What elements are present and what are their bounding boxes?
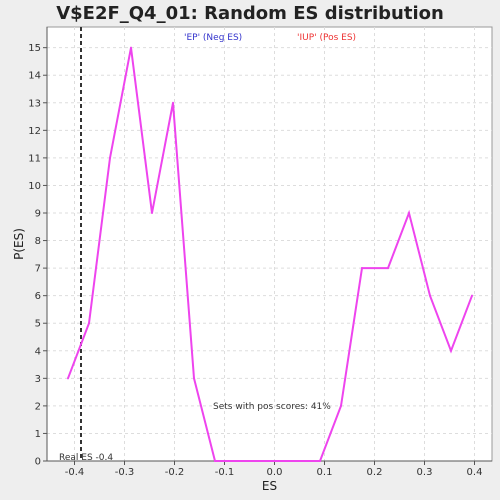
data-point [256, 460, 258, 462]
y-tick-label: 14 [28, 71, 41, 82]
data-point [408, 212, 410, 214]
data-point [450, 349, 452, 352]
y-tick-label: 6 [35, 291, 41, 302]
data-point [130, 46, 132, 49]
y-tick-label: 13 [28, 98, 41, 109]
data-point [471, 294, 473, 297]
data-point [193, 377, 195, 380]
data-point [361, 267, 363, 270]
y-tick-label: 4 [35, 346, 41, 357]
y-tick-label: 9 [35, 209, 41, 220]
legend-pos-es: 'IUP' (Pos ES) [297, 33, 356, 43]
grid-lines [47, 27, 492, 462]
data-point [340, 404, 342, 407]
y-tick-label: 15 [28, 43, 41, 54]
y-tick-label: 12 [28, 126, 41, 137]
data-point [298, 460, 300, 462]
y-tick-label: 0 [35, 457, 41, 468]
data-point [319, 460, 321, 462]
y-axis-label: P(ES) [12, 228, 26, 260]
data-point [277, 460, 279, 462]
x-tick-label: -0.4 [65, 467, 85, 478]
y-tick-label: 11 [28, 153, 41, 164]
pos-scores-annotation: Sets with pos scores: 41% [213, 402, 331, 412]
x-tick-label: -0.3 [115, 467, 135, 478]
x-tick-label: -0.1 [215, 467, 235, 478]
y-tick-label: 7 [35, 264, 41, 275]
data-point [235, 460, 237, 462]
data-point [109, 156, 111, 159]
data-points [67, 46, 473, 462]
y-tick-label: 8 [35, 236, 41, 247]
y-tick-label: 10 [28, 181, 41, 192]
plot-area [46, 26, 493, 462]
x-tick-label: 0.4 [467, 467, 483, 478]
x-tick-label: 0.3 [417, 467, 433, 478]
data-point [429, 294, 431, 297]
y-tick-label: 2 [35, 401, 41, 412]
data-point [214, 460, 216, 462]
x-tick-label: -0.2 [165, 467, 185, 478]
y-tick-label: 5 [35, 319, 41, 330]
chart-title: V$E2F_Q4_01: Random ES distribution [56, 3, 444, 24]
data-point [172, 101, 174, 104]
data-point [151, 212, 153, 214]
x-tick-label: 0.2 [367, 467, 383, 478]
data-point [88, 322, 90, 325]
legend-neg-es: 'EP' (Neg ES) [184, 33, 242, 43]
real-es-label: Real ES -0.4 [59, 453, 113, 463]
x-tick-label: 0.0 [267, 467, 283, 478]
y-tick-label: 1 [35, 429, 41, 440]
y-tick-label: 3 [35, 374, 41, 385]
x-axis-label: ES [262, 479, 277, 493]
series-line [67, 47, 473, 462]
data-point [387, 267, 389, 270]
data-point [67, 377, 69, 380]
x-tick-label: 0.1 [317, 467, 333, 478]
